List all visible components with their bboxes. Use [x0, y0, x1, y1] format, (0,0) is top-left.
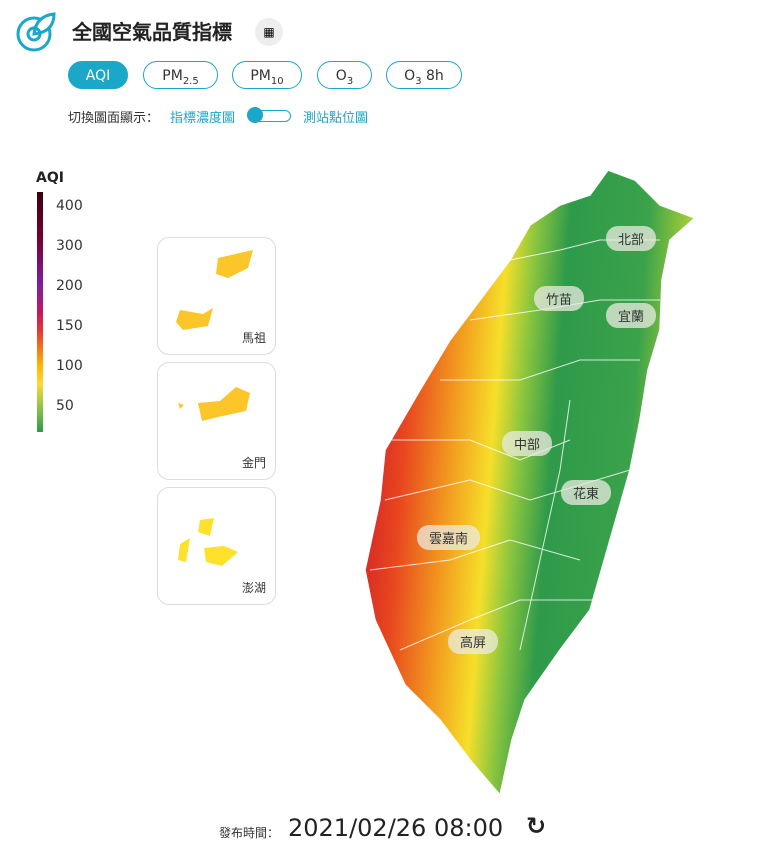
- toggle-right[interactable]: 測站點位圖: [303, 111, 369, 126]
- tab-pm10[interactable]: PM10: [232, 61, 302, 89]
- legend-tick: 400: [56, 198, 83, 214]
- tab-sub: 3: [346, 75, 354, 87]
- tab-text: PM: [250, 68, 271, 84]
- legend-tick: 100: [56, 358, 83, 374]
- legend-title: AQI: [36, 170, 64, 186]
- title: 全國空氣品質指標: [72, 20, 232, 44]
- toggle-left[interactable]: 指標濃度圖: [170, 111, 236, 126]
- tab-text: 8h: [421, 68, 444, 84]
- legend-tick: 50: [56, 398, 74, 414]
- region-label[interactable]: 竹苗: [534, 286, 585, 311]
- region-label[interactable]: 花東: [561, 480, 612, 505]
- inset-matsu: 馬祖: [157, 237, 276, 355]
- region-label[interactable]: 北部: [606, 226, 657, 251]
- tab-aqi[interactable]: AQI: [68, 61, 128, 89]
- inset-penghu: 澎湖: [157, 487, 276, 605]
- tab-text: O: [335, 68, 347, 84]
- tab-sub: 3: [415, 75, 422, 87]
- footer-label: 發布時間：: [219, 826, 280, 840]
- legend-tick: 200: [56, 278, 83, 294]
- toggle-label: 切換圖面顯示：: [68, 111, 160, 126]
- region-label[interactable]: 中部: [502, 431, 553, 456]
- footer-time: 2021/02/26 08:00: [288, 814, 504, 842]
- legend-bar: [37, 192, 43, 432]
- tab-text: O: [404, 68, 416, 84]
- taiwan-shape: [364, 169, 697, 797]
- tab-sub: 10: [270, 75, 284, 87]
- inset-label: 金門: [241, 456, 266, 470]
- inset-label: 馬祖: [241, 331, 266, 345]
- tab-o3-8h[interactable]: O3 8h: [386, 61, 462, 89]
- tab-text: PM: [162, 68, 183, 84]
- toggle-knob[interactable]: [247, 107, 263, 123]
- inset-map: [178, 387, 250, 421]
- calculator-button[interactable]: ▦: [255, 18, 283, 46]
- legend-tick: 300: [56, 238, 83, 254]
- inset-map: [176, 250, 253, 330]
- inset-map: [178, 518, 238, 566]
- tab-sub: 2.5: [182, 75, 199, 87]
- region-label[interactable]: 宜蘭: [606, 303, 657, 328]
- inset-label: 澎湖: [241, 581, 266, 595]
- tab-o3[interactable]: O3: [317, 61, 372, 89]
- tab-text: AQI: [85, 68, 111, 84]
- region-label[interactable]: 雲嘉南: [417, 525, 481, 550]
- legend-tick: 150: [56, 318, 83, 334]
- refresh-button[interactable]: ↻: [526, 812, 547, 840]
- inset-kinmen: 金門: [157, 362, 276, 480]
- logo: [16, 12, 56, 52]
- region-label[interactable]: 高屏: [448, 629, 499, 654]
- tab-pm25[interactable]: PM2.5: [143, 61, 218, 89]
